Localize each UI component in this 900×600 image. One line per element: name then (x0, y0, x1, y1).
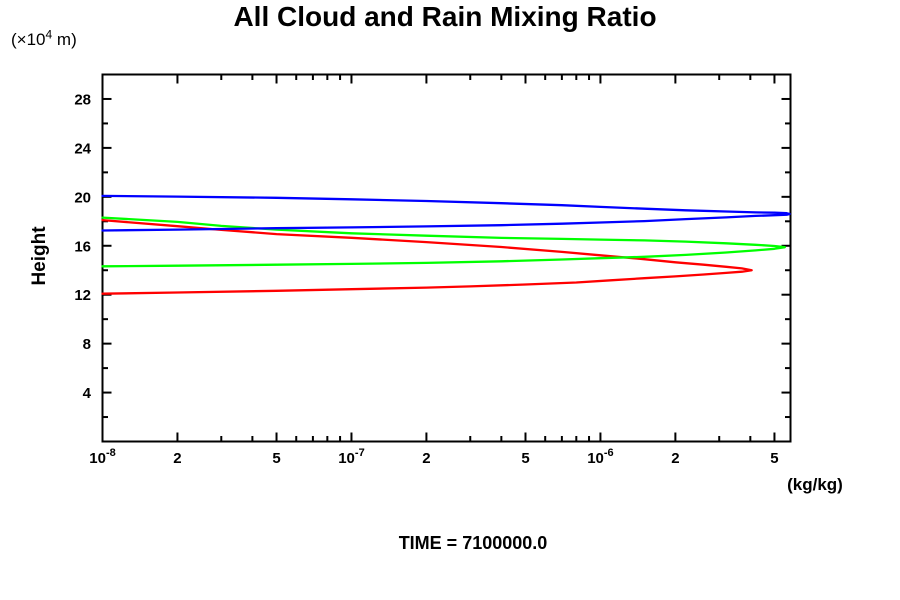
x-axis-tick-label: 5 (272, 450, 280, 467)
x-axis-tick-label: 10-7 (338, 447, 364, 467)
x-axis-tick-label: 10-8 (89, 447, 115, 467)
x-axis-tick-label: 5 (770, 450, 778, 467)
x-axis-tick-label: 2 (671, 450, 679, 467)
y-axis-tick-label: 28 (74, 91, 91, 108)
curve-green-profile (101, 216, 786, 268)
y-unit-prefix: (×10 (11, 30, 46, 49)
chart-title: All Cloud and Rain Mixing Ratio (233, 1, 657, 32)
y-axis-tick-label: 4 (83, 385, 92, 402)
y-axis-tick-label: 12 (74, 287, 91, 304)
curve-red-profile (101, 218, 753, 295)
y-axis-tick-label: 24 (74, 140, 91, 157)
y-axis-tick-label: 20 (74, 189, 91, 206)
x-axis-unit-label: (kg/kg) (787, 475, 843, 494)
y-axis-unit-label: (×104 m) (11, 27, 77, 50)
time-caption: TIME = 7100000.0 (398, 533, 548, 553)
plot-border (101, 73, 792, 443)
y-axis-tick-label: 16 (74, 238, 91, 255)
x-axis-tick-label: 2 (422, 450, 430, 467)
x-axis-tick-label: 10-6 (587, 447, 613, 467)
y-unit-exponent: 4 (45, 27, 53, 42)
x-axis-tick-label: 5 (521, 450, 529, 467)
y-axis-tick-label: 8 (83, 336, 91, 353)
y-unit-suffix: m) (52, 30, 77, 49)
x-axis-tick-label: 2 (173, 450, 181, 467)
curve-blue-profile (101, 194, 791, 232)
